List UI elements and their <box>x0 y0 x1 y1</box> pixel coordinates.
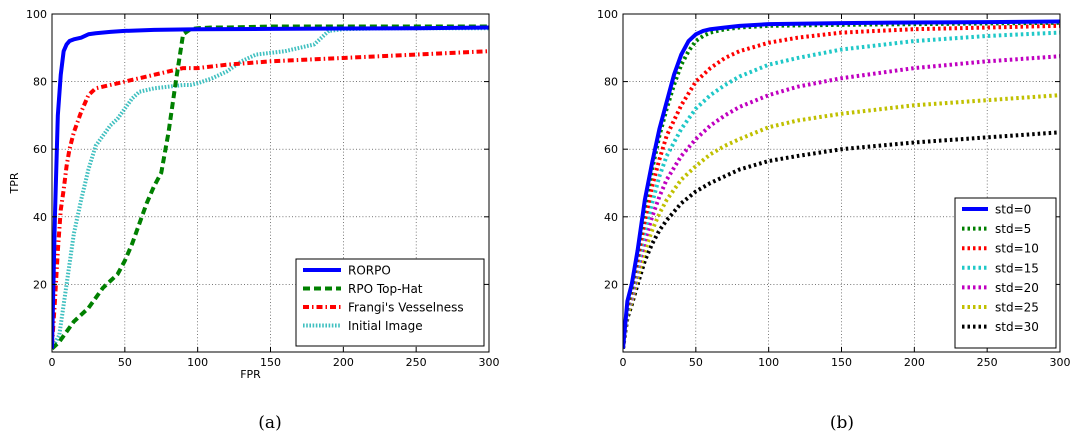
x-tick-label: 50 <box>118 356 132 369</box>
y-tick-label: 100 <box>26 8 47 21</box>
legend-label: std=5 <box>995 222 1031 236</box>
y-axis-label: TPR <box>8 172 21 194</box>
series-line-std-0 <box>623 19 1060 349</box>
panel-caption: (a) <box>258 413 281 433</box>
x-tick-label: 150 <box>260 356 281 369</box>
legend-label: std=20 <box>995 281 1039 295</box>
legend-label: RPO Top-Hat <box>348 282 423 296</box>
y-tick-label: 20 <box>604 278 618 291</box>
y-tick-label: 40 <box>604 211 618 224</box>
series-line-initial-image <box>52 26 489 350</box>
chart-a: 0 50 100 150 200 250 300 20 40 60 80 100 FPR TPR RORPO… <box>8 8 500 433</box>
y-tick-label: 60 <box>604 143 618 156</box>
x-tick-label: 300 <box>479 356 500 369</box>
y-tick-label: 80 <box>33 76 47 89</box>
x-axis-label: FPR <box>240 368 261 381</box>
legend-label: Initial Image <box>348 319 423 333</box>
x-tick-label: 150 <box>831 356 852 369</box>
legend-box <box>954 197 1057 349</box>
legend-box <box>295 258 485 347</box>
legend-label: std=30 <box>995 320 1039 334</box>
legend-label: std=15 <box>995 261 1039 275</box>
series-group <box>52 24 489 351</box>
x-tick-label: 200 <box>333 356 354 369</box>
legend-label: std=25 <box>995 301 1039 315</box>
y-tick-label: 20 <box>33 278 47 291</box>
legend-label: Frangi's Vesselness <box>348 301 464 315</box>
x-tick-label: 0 <box>49 356 56 369</box>
legend-label: std=0 <box>995 203 1031 217</box>
x-tick-label: 50 <box>689 356 703 369</box>
x-tick-label: 200 <box>904 356 925 369</box>
y-tick-label: 40 <box>33 211 47 224</box>
x-tick-label: 0 <box>620 356 627 369</box>
series-group <box>623 19 1060 349</box>
x-tick-label: 250 <box>406 356 427 369</box>
x-tick-label: 100 <box>758 356 779 369</box>
series-line-frangi-s-vesselness <box>52 49 489 346</box>
x-tick-label: 250 <box>977 356 998 369</box>
x-tick-label: 300 <box>1050 356 1071 369</box>
y-tick-label: 100 <box>597 8 618 21</box>
legend: std=0 std=5 std=10 std=15 std=20 std=25 std=30 <box>954 197 1057 349</box>
legend: RORPO RPO Top-Hat Frangi's Vesselness Initi… <box>295 258 485 347</box>
chart-b: 0 50 100 150 200 250 30020406080100std=0std=5s… <box>597 8 1071 433</box>
y-tick-label: 60 <box>33 143 47 156</box>
legend-label: std=10 <box>995 242 1039 256</box>
x-tick-label: 100 <box>187 356 208 369</box>
y-tick-label: 80 <box>604 76 618 89</box>
panel-caption: (b) <box>830 413 854 433</box>
legend-label: RORPO <box>348 264 391 278</box>
series-line-rorpo <box>52 25 489 349</box>
